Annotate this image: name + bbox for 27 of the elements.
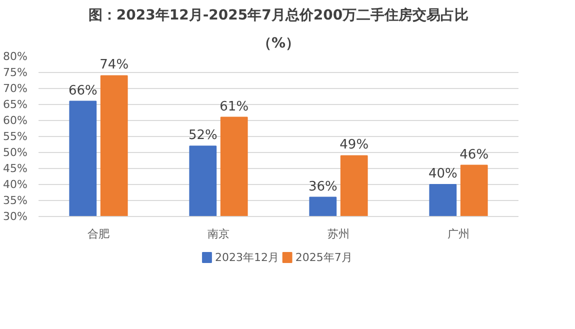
chart-title: 图：2023年12月-2025年7月总价200万二手住房交易占比: [88, 6, 469, 24]
data-label: 74%: [100, 58, 129, 73]
data-label: 66%: [68, 83, 98, 98]
data-label: 52%: [188, 128, 218, 144]
data-label: 49%: [340, 138, 369, 153]
y-tick-label: 70%: [3, 82, 28, 95]
y-tick-label: 35%: [3, 194, 28, 207]
data-label: 36%: [308, 179, 338, 194]
data-label: 61%: [220, 99, 249, 114]
data-label: 46%: [460, 147, 489, 162]
x-tick-label: 广州: [448, 228, 470, 240]
y-tick-label: 30%: [3, 210, 28, 223]
y-tick-label: 40%: [3, 178, 28, 191]
legend-label: 2023年12月: [215, 251, 280, 264]
x-tick-label: 南京: [208, 228, 230, 240]
y-tick-label: 50%: [3, 146, 28, 159]
x-tick-label: 合肥: [88, 228, 110, 240]
y-tick-label: 75%: [3, 66, 28, 79]
chart-subtitle: （%）: [257, 36, 300, 52]
data-label: 40%: [428, 166, 458, 182]
x-tick-label: 苏州: [328, 228, 350, 240]
y-tick-label: 60%: [3, 114, 28, 127]
y-tick-label: 80%: [3, 50, 28, 63]
y-tick-label: 65%: [3, 98, 28, 111]
y-tick-label: 55%: [3, 130, 28, 143]
legend-label: 2025年7月: [295, 251, 352, 264]
y-tick-label: 45%: [3, 162, 28, 175]
